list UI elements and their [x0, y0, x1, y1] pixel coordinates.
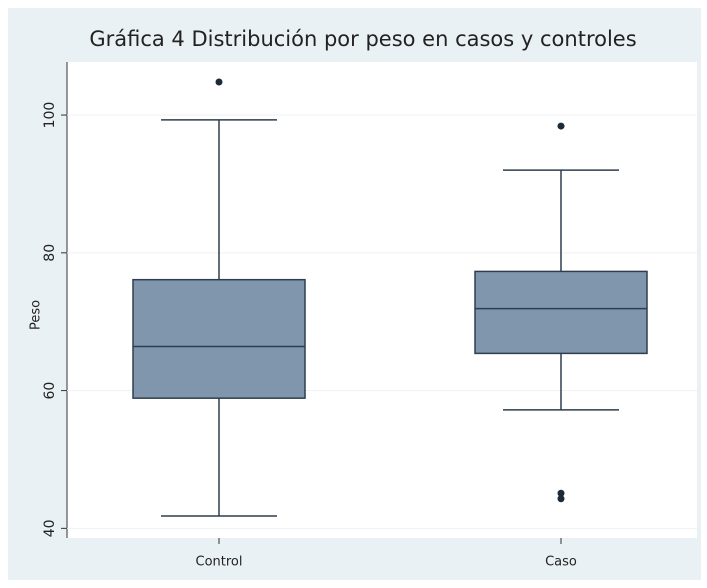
y-tick-label: 100	[42, 102, 58, 129]
box	[132, 278, 306, 399]
x-tick-label: Control	[196, 555, 243, 570]
y-tick-label: 80	[42, 244, 58, 262]
y-tick-label: 40	[42, 519, 58, 537]
y-tick-label: 60	[42, 382, 58, 400]
outlier	[557, 495, 565, 503]
chart-title: Gráfica 4 Distribución por peso en casos…	[89, 27, 636, 51]
outlier	[557, 122, 565, 130]
x-tick-label: Caso	[545, 555, 577, 570]
y-axis-label: Peso	[29, 300, 44, 330]
box	[474, 270, 648, 355]
outlier	[215, 78, 223, 86]
outlier	[557, 489, 565, 497]
